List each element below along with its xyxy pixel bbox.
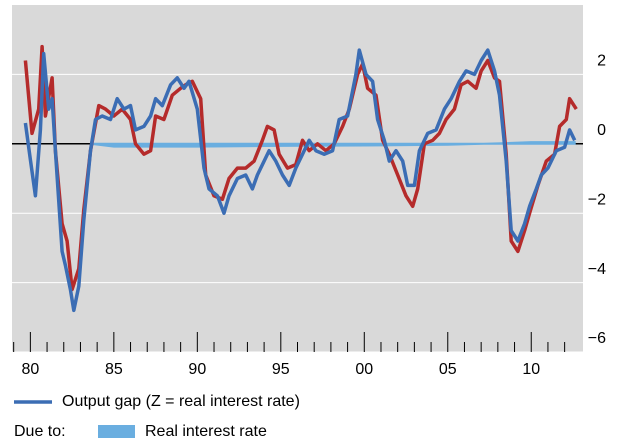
line bbox=[23, 44, 578, 292]
y-tick-label: 0 bbox=[597, 122, 606, 139]
x-tick-label: 10 bbox=[522, 361, 540, 378]
x-tick-label: 05 bbox=[439, 361, 457, 378]
legend-label: Output gap (Z = real interest rate) bbox=[62, 393, 300, 410]
y-tick-label: −6 bbox=[588, 330, 606, 347]
legend-label: Real interest rate bbox=[145, 423, 267, 440]
y-tick-label: −2 bbox=[588, 191, 606, 208]
x-tick-label: 90 bbox=[188, 361, 206, 378]
line bbox=[23, 48, 577, 313]
legend-note: Due to: bbox=[14, 423, 66, 440]
x-tick-label: 80 bbox=[21, 361, 39, 378]
legend-swatch bbox=[98, 425, 135, 438]
x-tick-label: 00 bbox=[355, 361, 373, 378]
y-tick-label: 2 bbox=[597, 53, 606, 70]
y-tick-label: −4 bbox=[588, 261, 606, 278]
plot-area bbox=[12, 5, 583, 352]
x-tick-label: 95 bbox=[272, 361, 290, 378]
x-tick-label: 85 bbox=[105, 361, 123, 378]
